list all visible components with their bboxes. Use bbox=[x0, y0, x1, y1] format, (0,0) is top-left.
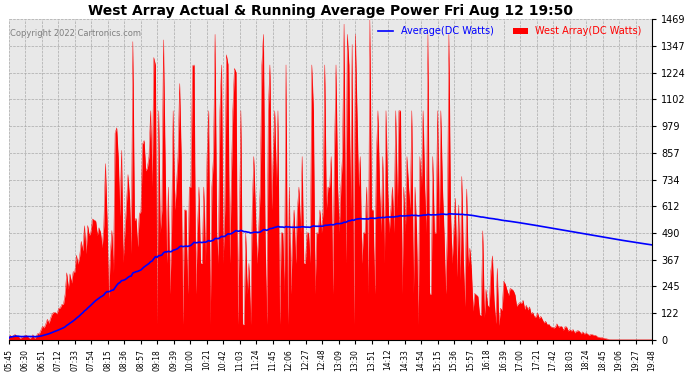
Title: West Array Actual & Running Average Power Fri Aug 12 19:50: West Array Actual & Running Average Powe… bbox=[88, 4, 573, 18]
Text: Copyright 2022 Cartronics.com: Copyright 2022 Cartronics.com bbox=[10, 29, 141, 38]
Legend: Average(DC Watts), West Array(DC Watts): Average(DC Watts), West Array(DC Watts) bbox=[375, 22, 646, 40]
